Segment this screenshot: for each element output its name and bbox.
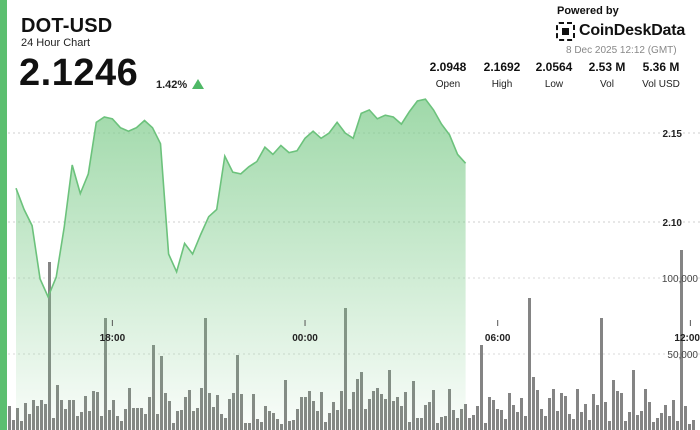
volume-bar bbox=[520, 398, 523, 430]
stat-vol-usd: 5.36 M Vol USD bbox=[636, 60, 686, 90]
volume-bar bbox=[476, 406, 479, 430]
volume-bar bbox=[524, 416, 527, 430]
volume-bar bbox=[568, 414, 571, 430]
volume-bar bbox=[636, 415, 639, 430]
volume-bar bbox=[472, 415, 475, 430]
price-line bbox=[15, 98, 467, 299]
volume-bar bbox=[560, 393, 563, 430]
volume-bar bbox=[588, 420, 591, 430]
x-tick-label: 00:00 bbox=[292, 333, 318, 344]
stat-label: High bbox=[491, 79, 513, 90]
powered-by-label: Powered by bbox=[557, 5, 619, 17]
volume-bar bbox=[540, 409, 543, 430]
y-tick-label: 2.10 bbox=[663, 218, 683, 229]
coindesk-logo-icon bbox=[556, 22, 575, 41]
volume-bar bbox=[528, 298, 531, 430]
stat-open: 2.0948 Open bbox=[427, 60, 469, 90]
volume-bar bbox=[12, 420, 15, 430]
stat-low: 2.0564 Low bbox=[533, 60, 575, 90]
volume-bar bbox=[576, 389, 579, 430]
volume-bar bbox=[556, 411, 559, 430]
stat-label: Vol bbox=[600, 79, 614, 90]
volume-bar bbox=[616, 391, 619, 430]
volume-bar bbox=[680, 250, 683, 430]
stat-value: 2.53 M bbox=[588, 60, 626, 74]
axis-labels: 2.15 2.10 100,000 50,000 18:00 00:00 06:00 12:0… bbox=[100, 129, 700, 361]
x-tick-label: 18:00 bbox=[100, 333, 126, 344]
volume-tick-label: 100,000 bbox=[662, 274, 699, 285]
volume-bar bbox=[584, 404, 587, 430]
volume-bar bbox=[468, 418, 471, 430]
stat-value: 5.36 M bbox=[642, 60, 680, 74]
stat-value: 2.0564 bbox=[535, 60, 573, 74]
current-price: 2.1246 bbox=[19, 52, 139, 94]
volume-bar bbox=[512, 405, 515, 430]
volume-bar bbox=[672, 400, 675, 430]
volume-bar bbox=[564, 396, 567, 430]
accent-bar bbox=[0, 0, 7, 430]
stat-vol: 2.53 M Vol bbox=[585, 60, 629, 90]
y-tick-label: 2.15 bbox=[663, 129, 683, 140]
brand-name: CoinDeskData bbox=[579, 22, 686, 39]
volume-bar bbox=[624, 421, 627, 430]
volume-bar bbox=[676, 421, 679, 430]
volume-bar bbox=[640, 411, 643, 430]
x-tick-label: 12:00 bbox=[674, 333, 700, 344]
volume-bar bbox=[600, 318, 603, 430]
volume-bar bbox=[660, 413, 663, 430]
volume-bar bbox=[532, 377, 535, 430]
timestamp: 8 Dec 2025 12:12 (GMT) bbox=[566, 45, 677, 56]
volume-bar bbox=[628, 412, 631, 430]
stat-value: 2.1692 bbox=[483, 60, 521, 74]
volume-bar bbox=[592, 394, 595, 430]
stat-label: Open bbox=[435, 79, 461, 90]
volume-bar bbox=[692, 420, 695, 430]
up-arrow-icon bbox=[192, 79, 204, 89]
volume-bar bbox=[688, 424, 691, 430]
x-tick-label: 06:00 bbox=[485, 333, 511, 344]
stat-high: 2.1692 High bbox=[481, 60, 523, 90]
volume-bar bbox=[668, 416, 671, 430]
stat-label: Vol USD bbox=[642, 79, 680, 90]
volume-bar bbox=[488, 397, 491, 430]
volume-bar bbox=[580, 412, 583, 430]
volume-bar bbox=[620, 393, 623, 430]
volume-bar bbox=[552, 389, 555, 430]
volume-bar bbox=[544, 416, 547, 430]
volume-bar bbox=[664, 405, 667, 430]
stat-label: Low bbox=[544, 79, 564, 90]
volume-bar bbox=[492, 400, 495, 430]
volume-bar bbox=[516, 412, 519, 430]
volume-bar bbox=[548, 398, 551, 430]
volume-bar bbox=[508, 393, 511, 430]
volume-bar bbox=[596, 405, 599, 430]
price-change: 1.42% bbox=[156, 79, 188, 91]
volume-bar bbox=[608, 421, 611, 430]
volume-bar bbox=[612, 380, 615, 430]
volume-bar bbox=[500, 410, 503, 430]
chart-subtitle: 24 Hour Chart bbox=[21, 37, 91, 49]
volume-bar bbox=[656, 418, 659, 430]
volume-bar bbox=[8, 406, 11, 430]
volume-bar bbox=[648, 402, 651, 430]
volume-bar bbox=[536, 390, 539, 430]
volume-tick-label: 50,000 bbox=[667, 350, 698, 361]
volume-bar bbox=[484, 423, 487, 430]
volume-bar bbox=[480, 345, 483, 430]
stat-value: 2.0948 bbox=[429, 60, 467, 74]
volume-bar bbox=[652, 422, 655, 430]
price-area bbox=[16, 99, 466, 430]
volume-bar bbox=[632, 370, 635, 430]
volume-bar bbox=[684, 406, 687, 430]
volume-bar bbox=[496, 409, 499, 430]
volume-bar bbox=[572, 419, 575, 430]
volume-bar bbox=[504, 419, 507, 430]
pair-title: DOT-USD bbox=[21, 15, 113, 37]
volume-bar bbox=[604, 402, 607, 430]
volume-bar bbox=[644, 389, 647, 430]
